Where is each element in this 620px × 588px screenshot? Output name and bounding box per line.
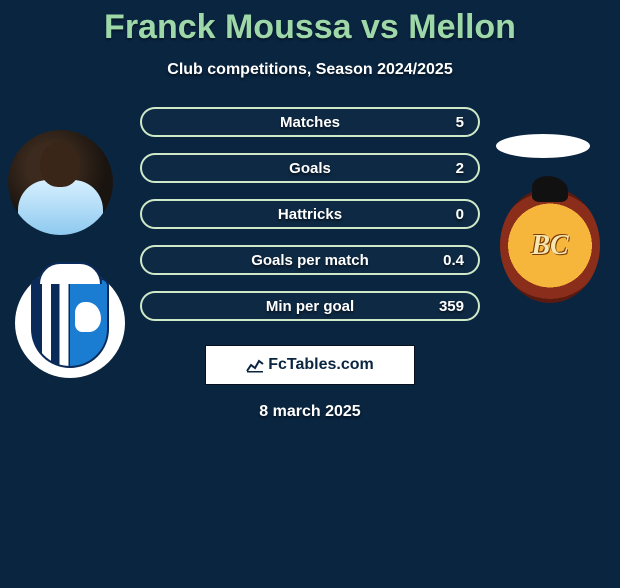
date-text: 8 march 2025 [0, 403, 620, 421]
stat-value: 5 [456, 114, 464, 131]
stat-label: Matches [280, 114, 340, 131]
stat-label: Hattricks [278, 206, 342, 223]
stat-value: 0 [456, 206, 464, 223]
club-left-shield [31, 278, 109, 368]
brand-box: FcTables.com [205, 345, 415, 385]
stat-label: Goals per match [251, 252, 369, 269]
subtitle: Club competitions, Season 2024/2025 [0, 61, 620, 79]
club-right-initials: BC [531, 230, 568, 262]
stat-value: 0.4 [443, 252, 464, 269]
player-left-jersey [18, 180, 103, 235]
stat-row-goals: Goals 2 [140, 153, 480, 183]
stat-row-matches: Matches 5 [140, 107, 480, 137]
club-left-badge [15, 268, 125, 378]
player-left-avatar [8, 130, 113, 235]
stat-value: 2 [456, 160, 464, 177]
stat-label: Goals [289, 160, 331, 177]
player-right-avatar-placeholder [496, 134, 590, 158]
stats-list: Matches 5 Goals 2 Hattricks 0 Goals per … [140, 107, 480, 321]
stat-label: Min per goal [266, 298, 354, 315]
stat-value: 359 [439, 298, 464, 315]
player-left-head [40, 142, 80, 187]
stat-row-goals-per-match: Goals per match 0.4 [140, 245, 480, 275]
page-title: Franck Moussa vs Mellon [0, 8, 620, 47]
brand-chart-icon [246, 357, 264, 373]
brand-text: FcTables.com [268, 356, 374, 374]
stat-row-min-per-goal: Min per goal 359 [140, 291, 480, 321]
stat-row-hattricks: Hattricks 0 [140, 199, 480, 229]
club-left-horse-icon [75, 302, 101, 332]
club-right-rooster-icon [532, 176, 568, 202]
club-right-badge: BC [500, 188, 600, 303]
